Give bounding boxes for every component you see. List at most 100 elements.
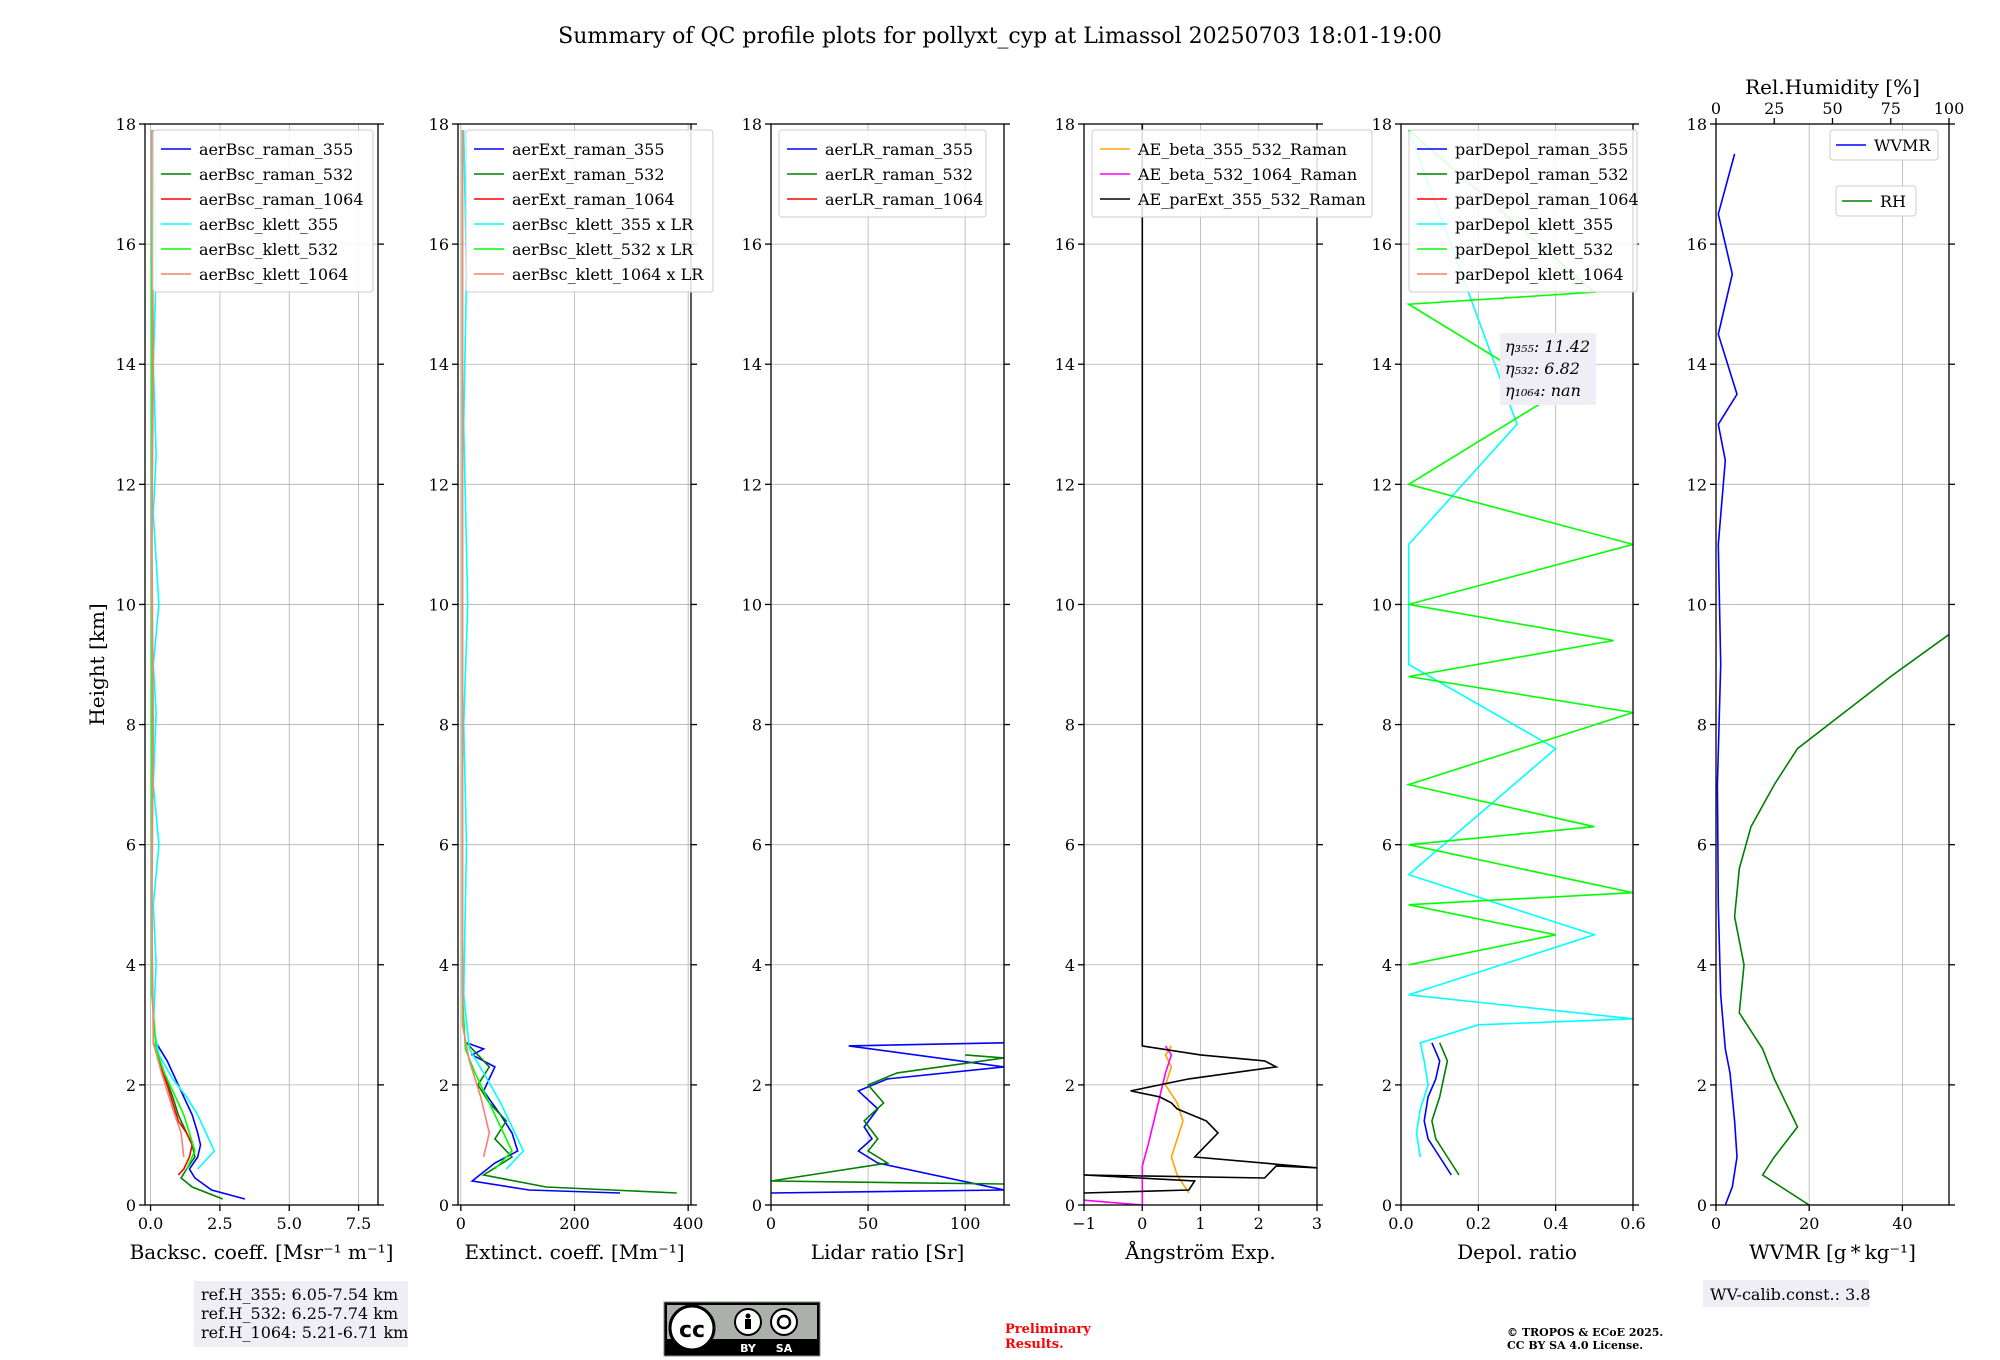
- legend-box: [1835, 185, 1917, 217]
- y-tick-label: 2: [1065, 1076, 1075, 1095]
- y-tick-label: 8: [439, 716, 449, 735]
- y-tick-label: 12: [116, 475, 136, 494]
- y-tick-label: 8: [752, 716, 762, 735]
- preliminary-line-2: Results.: [1005, 1337, 1064, 1352]
- x-tick-label: 0: [1711, 1214, 1721, 1233]
- y-tick-label: 8: [1382, 716, 1392, 735]
- axes-ext: 0 2 4 6 8 10 12 14 16 18 0 200 400 Extinct. coeff. [M…: [429, 115, 714, 1264]
- copyright-line-1: © TROPOS & ECoE 2025.: [1507, 1326, 1663, 1339]
- preliminary-line-1: Preliminary: [1005, 1322, 1091, 1337]
- x-tick-label: 7.5: [346, 1214, 371, 1233]
- series-line-aerBsc_raman_532: [152, 1042, 223, 1200]
- y-tick-label: 10: [742, 595, 762, 614]
- legend-label: aerBsc_klett_1064 x LR: [512, 265, 704, 284]
- x2-tick-label: 0: [1711, 99, 1721, 118]
- by-label: BY: [740, 1342, 757, 1355]
- y-tick-label: 14: [429, 355, 449, 374]
- x-axis-label: WVMR [g * kg⁻¹]: [1749, 1240, 1916, 1264]
- y-tick-label: 8: [1697, 716, 1707, 735]
- y-tick-label: 10: [116, 595, 136, 614]
- y-tick-label: 18: [742, 115, 762, 134]
- legend-label: aerExt_raman_355: [512, 140, 665, 159]
- legend-label: aerBsc_raman_1064: [199, 190, 364, 209]
- x-tick-label: 20: [1799, 1214, 1819, 1233]
- y-tick-label: 12: [1372, 475, 1392, 494]
- legend-label: parDepol_klett_532: [1455, 240, 1613, 259]
- y-tick-label: 6: [439, 836, 449, 855]
- legend-box: [778, 129, 987, 218]
- copyright-line-2: CC BY SA 4.0 License.: [1507, 1339, 1643, 1352]
- series-line-aerLR_raman_355: [771, 1042, 1004, 1194]
- y-tick-label: 8: [1065, 716, 1075, 735]
- ref-heights-box: ref.H_355: 6.05-7.54 km ref.H_532: 6.25-…: [194, 1281, 408, 1347]
- eta-annotation: η₃₅₅: 11.42: [1505, 337, 1590, 356]
- axes-frame: [1400, 123, 1634, 1206]
- share-alike-icon: [770, 1308, 798, 1336]
- y-tick-label: 16: [1687, 235, 1707, 254]
- y-tick-label: 16: [1055, 235, 1075, 254]
- series-line-AE_beta_355_532_Raman: [1164, 1045, 1190, 1194]
- legend-label: AE_beta_532_1064_Raman: [1137, 165, 1357, 184]
- x-tick-label: 0.0: [1388, 1214, 1413, 1233]
- x-tick-label: 0.2: [1466, 1214, 1491, 1233]
- x-tick-label: 2: [1254, 1214, 1264, 1233]
- series-line-AE_parExt_355_532_Raman: [1084, 124, 1317, 1194]
- y-tick-label: 18: [1372, 115, 1392, 134]
- eta-annotation: η₅₃₂: 6.82: [1505, 359, 1580, 378]
- y-tick-label: 6: [1065, 836, 1075, 855]
- series-line-parDepol_raman_532: [1431, 1042, 1460, 1176]
- x-axis-label: Extinct. coeff. [Mm⁻¹]: [464, 1240, 684, 1264]
- x-tick-label: 0: [456, 1214, 466, 1233]
- figure-title: Summary of QC profile plots for pollyxt_…: [558, 24, 1442, 49]
- ref-height-1064: ref.H_1064: 5.21-6.71 km: [201, 1323, 408, 1342]
- legend-lr: aerLR_raman_355 aerLR_raman_532 aerLR_rama…: [778, 129, 987, 218]
- x2-axis-label: Rel.Humidity [%]: [1745, 75, 1920, 99]
- legend-label: parDepol_raman_355: [1455, 140, 1628, 159]
- y-tick-label: 8: [126, 716, 136, 735]
- series-line-AE_beta_532_1064_Raman: [1084, 1045, 1173, 1205]
- legend-label: aerExt_raman_532: [512, 165, 665, 184]
- x-axis-label: Lidar ratio [Sr]: [811, 1240, 965, 1264]
- y-tick-label: 12: [429, 475, 449, 494]
- y-tick-label: 14: [1372, 355, 1392, 374]
- cc-by-sa-badge: cc BY SA: [663, 1301, 821, 1357]
- x-tick-label: 1: [1195, 1214, 1205, 1233]
- legend-ae: AE_beta_355_532_Raman AE_beta_532_1064_Ra…: [1091, 129, 1373, 218]
- y-tick-label: 2: [752, 1076, 762, 1095]
- axes-lr: 0 2 4 6 8 10 12 14 16 18 0 50 100 Lidar ratio [Sr] aer…: [742, 115, 1010, 1264]
- y-tick-label: 0: [1382, 1196, 1392, 1215]
- x-tick-label: 5.0: [277, 1214, 302, 1233]
- y-tick-label: 18: [1055, 115, 1075, 134]
- y-tick-label: 4: [1065, 956, 1075, 975]
- sa-label: SA: [776, 1342, 793, 1355]
- x-tick-label: 0.0: [138, 1214, 163, 1233]
- x2-tick-label: 75: [1881, 99, 1901, 118]
- y-tick-label: 0: [439, 1196, 449, 1215]
- y-tick-label: 4: [439, 956, 449, 975]
- series-line-aerBsc_klett_355 x LR: [462, 129, 525, 1170]
- x2-tick-label: 50: [1822, 99, 1842, 118]
- y-tick-label: 0: [126, 1196, 136, 1215]
- y-tick-label: 6: [1382, 836, 1392, 855]
- legend-label: AE_parExt_355_532_Raman: [1137, 190, 1366, 209]
- legend-label: parDepol_klett_355: [1455, 215, 1613, 234]
- y-tick-label: 14: [742, 355, 762, 374]
- x-tick-label: 2.5: [207, 1214, 232, 1233]
- x-tick-label: 50: [858, 1214, 878, 1233]
- y-tick-label: 16: [742, 235, 762, 254]
- series-line-aerBsc_klett_1064: [151, 129, 185, 1158]
- legend-rh: RH: [1835, 185, 1917, 217]
- y-tick-label: 2: [1382, 1076, 1392, 1095]
- ref-height-532: ref.H_532: 6.25-7.74 km: [201, 1304, 398, 1323]
- x-tick-label: 0: [1137, 1214, 1147, 1233]
- legend-label: parDepol_raman_1064: [1455, 190, 1639, 209]
- legend-ext: aerExt_raman_355 aerExt_raman_532 aerExt_r…: [465, 129, 714, 293]
- y-tick-label: 16: [429, 235, 449, 254]
- y-tick-label: 2: [1697, 1076, 1707, 1095]
- y-tick-label: 14: [1687, 355, 1707, 374]
- legend-label: aerBsc_raman_532: [199, 165, 353, 184]
- y-tick-label: 4: [1382, 956, 1392, 975]
- legend-box: [152, 129, 374, 293]
